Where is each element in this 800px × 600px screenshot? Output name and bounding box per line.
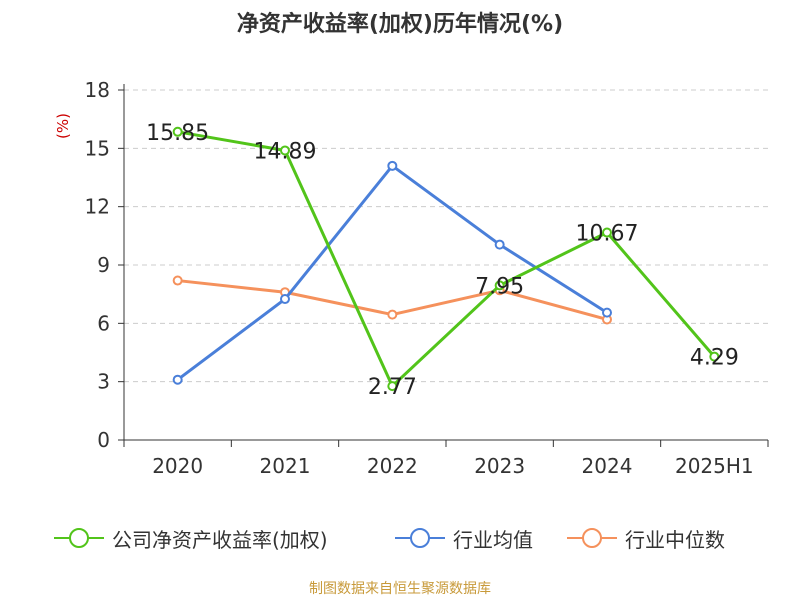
- x-tick-label-3: 2023: [474, 454, 525, 478]
- legend-label-industry-mean: 行业均值: [453, 527, 533, 552]
- legend-item-company-roe[interactable]: 公司净资产收益率(加权): [54, 518, 328, 558]
- y-tick-label-1: 3: [97, 370, 110, 394]
- legend-item-industry-mean[interactable]: 行业均值: [395, 518, 533, 558]
- legend-marker-blue: [395, 528, 445, 548]
- source-note: 制图数据来自恒生聚源数据库: [309, 581, 491, 597]
- series-line-0: [177, 130, 716, 388]
- data-label-3: 7.95: [475, 274, 524, 299]
- x-tick-label-5: 2025H1: [675, 454, 754, 478]
- data-label-1: 14.89: [254, 139, 317, 164]
- series-1-point-3: [494, 239, 505, 250]
- legend-item-industry-median[interactable]: 行业中位数: [567, 518, 725, 558]
- series-2-point-0: [172, 275, 183, 286]
- series-0-point-5: [709, 351, 720, 362]
- x-tick-label-1: 2021: [260, 454, 311, 478]
- y-tick-label-0: 0: [97, 428, 110, 452]
- series-1-point-0: [172, 374, 183, 385]
- series-2-point-2: [387, 309, 398, 320]
- series-1-point-1: [280, 294, 290, 305]
- y-tick-label-2: 6: [97, 311, 110, 335]
- legend-marker-green: [54, 528, 104, 548]
- legend-label-industry-median: 行业中位数: [625, 527, 725, 552]
- series-0-point-2: [387, 381, 398, 392]
- series-1-point-4: [602, 307, 612, 318]
- y-tick-label-4: 12: [85, 195, 110, 219]
- chart-title: 净资产收益率(加权)历年情况(%): [236, 12, 564, 37]
- data-label-0: 15.85: [146, 121, 209, 146]
- data-label-2: 2.77: [368, 375, 417, 400]
- x-tick-label-2: 2022: [367, 454, 418, 478]
- x-tick-label-0: 2020: [152, 454, 203, 478]
- series-0-point-1: [280, 145, 290, 156]
- data-label-5: 4.29: [690, 346, 739, 371]
- series-line-1: [176, 164, 608, 381]
- y-tick-label-5: 15: [85, 136, 110, 160]
- y-tick-label-6: 18: [85, 78, 110, 102]
- series-0-point-3: [494, 280, 505, 291]
- legend-marker-orange: [567, 528, 617, 548]
- y-axis-label: (%): [54, 113, 72, 139]
- series-0-point-0: [172, 126, 183, 137]
- legend: 公司净资产收益率(加权) 行业均值 行业中位数: [0, 518, 800, 558]
- legend-label-company-roe: 公司净资产收益率(加权): [112, 527, 328, 552]
- y-tick-label-3: 9: [97, 253, 110, 277]
- x-tick-label-4: 2024: [582, 454, 633, 478]
- series-0-point-4: [602, 227, 612, 238]
- data-label-4: 10.67: [576, 222, 639, 247]
- series-1-point-2: [387, 160, 398, 171]
